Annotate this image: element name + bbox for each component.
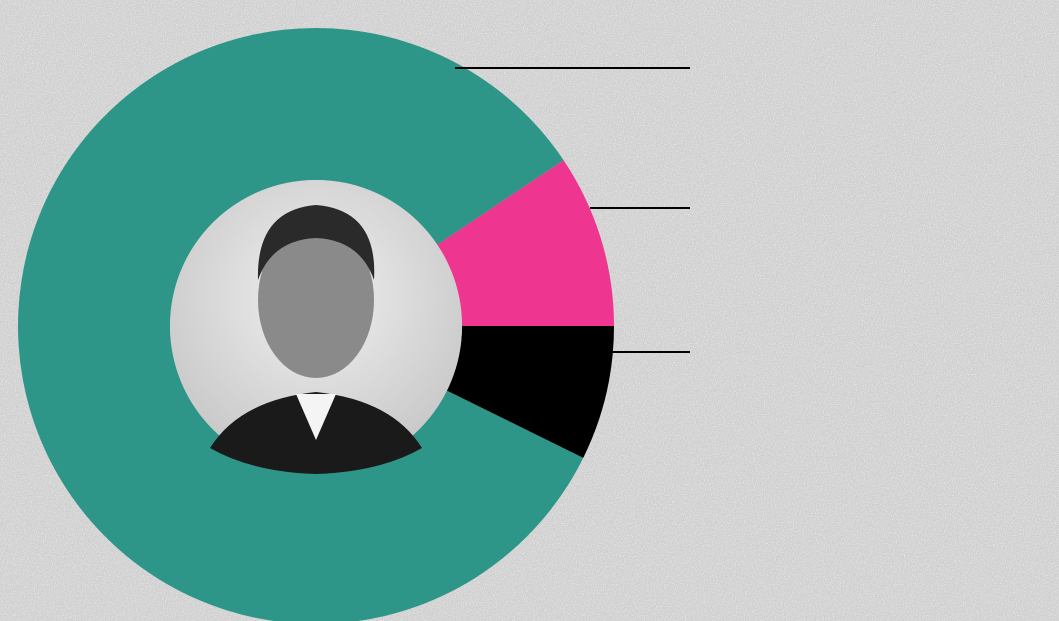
chart xyxy=(0,0,1059,621)
page: (() => { const data = JSON.parse(documen… xyxy=(0,0,1059,621)
portrait xyxy=(170,180,462,474)
